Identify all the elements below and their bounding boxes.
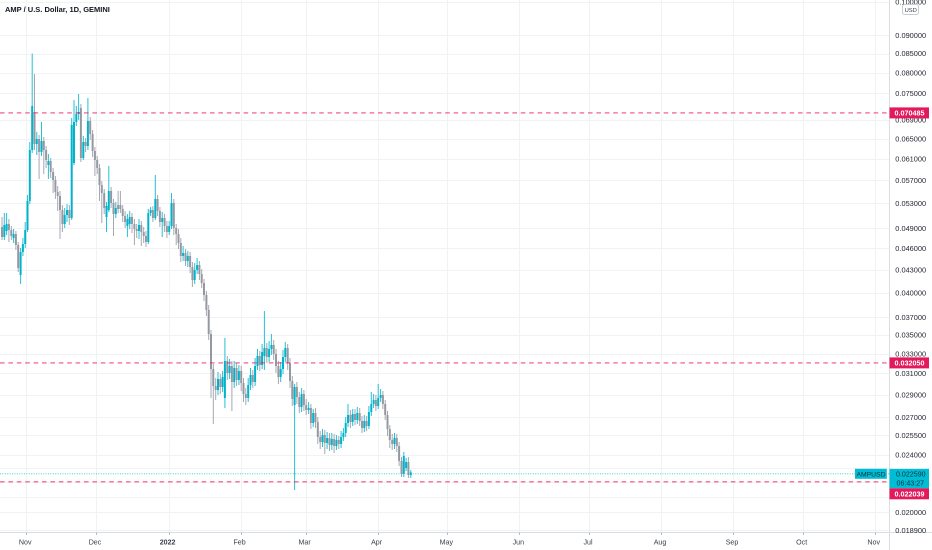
svg-text:Aug: Aug [654,538,667,546]
svg-text:0.085000: 0.085000 [895,49,926,58]
svg-text:Nov: Nov [867,538,880,546]
svg-text:0.043000: 0.043000 [895,265,926,274]
svg-text:0.033000: 0.033000 [895,349,926,358]
svg-text:0.029000: 0.029000 [895,390,926,399]
svg-text:AMPUSD: AMPUSD [856,471,885,478]
svg-text:0.022590: 0.022590 [896,470,926,478]
svg-text:Jul: Jul [583,538,592,546]
svg-text:Mar: Mar [298,538,311,546]
svg-text:0.075000: 0.075000 [895,89,926,98]
svg-text:0.049000: 0.049000 [895,224,926,233]
svg-text:0.070485: 0.070485 [895,109,925,118]
svg-text:0.024000: 0.024000 [895,450,926,459]
svg-text:2022: 2022 [160,538,176,546]
svg-text:0.057000: 0.057000 [895,176,926,185]
svg-text:AMP / U.S. Dollar, 1D, GEMINI: AMP / U.S. Dollar, 1D, GEMINI [5,5,110,14]
svg-text:May: May [440,538,454,546]
svg-text:0.018900: 0.018900 [895,526,926,535]
svg-text:0.100000: 0.100000 [895,0,926,7]
svg-text:Jun: Jun [513,538,524,546]
svg-text:0.061000: 0.061000 [895,155,926,164]
svg-text:0.031000: 0.031000 [895,369,926,378]
svg-text:0.032050: 0.032050 [895,359,925,368]
svg-text:0.040000: 0.040000 [895,288,926,297]
svg-text:0.027000: 0.027000 [895,413,926,422]
svg-text:0.046000: 0.046000 [895,244,926,253]
svg-text:0.090000: 0.090000 [895,31,926,40]
svg-text:0.020000: 0.020000 [895,508,926,517]
svg-text:Dec: Dec [89,538,102,546]
svg-text:0.053000: 0.053000 [895,199,926,208]
svg-text:Apr: Apr [371,538,383,546]
svg-text:0.065000: 0.065000 [895,134,926,143]
svg-text:Nov: Nov [19,538,32,546]
svg-text:Feb: Feb [233,538,245,546]
svg-text:0.080000: 0.080000 [895,69,926,78]
svg-text:06:43:27: 06:43:27 [897,480,925,488]
svg-text:0.069000: 0.069000 [895,115,926,124]
svg-text:Sep: Sep [726,538,739,546]
svg-text:USD: USD [905,8,917,14]
svg-text:Oct: Oct [796,538,807,546]
svg-text:0.037000: 0.037000 [895,313,926,322]
svg-text:0.025500: 0.025500 [895,431,926,440]
svg-text:0.035000: 0.035000 [895,331,926,340]
svg-text:0.022039: 0.022039 [895,490,925,499]
